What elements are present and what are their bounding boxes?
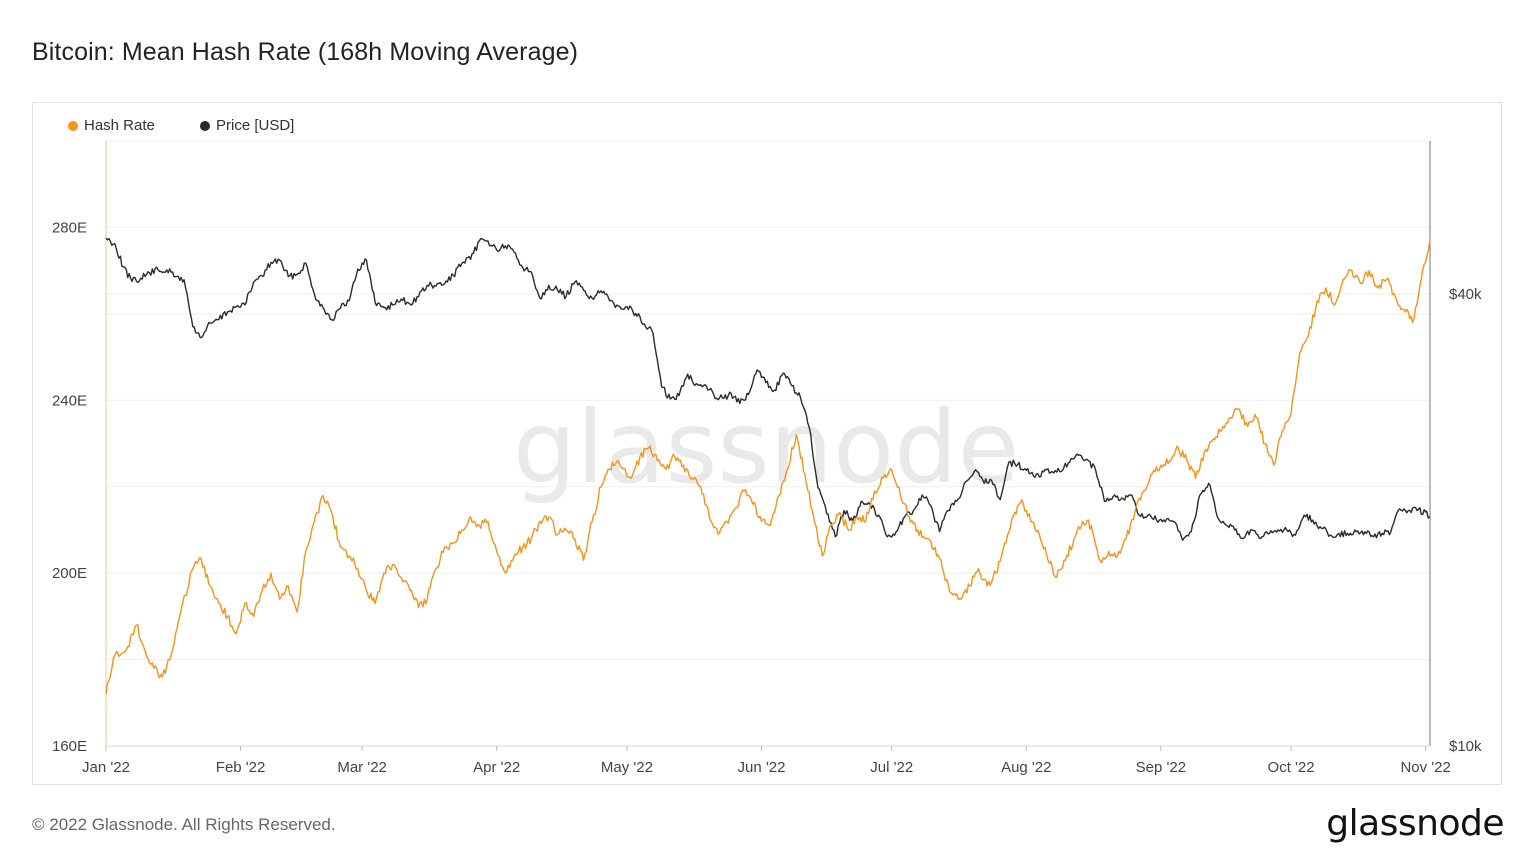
watermark-text: glassnode (513, 389, 1019, 506)
series-lines (105, 237, 1431, 695)
x-tick-label: Sep '22 (1136, 759, 1186, 776)
legend-price[interactable]: Price [USD] (200, 117, 294, 134)
grid-lines (106, 140, 1430, 747)
legend-hash-rate-dot (68, 120, 78, 131)
x-tick-label: May '22 (601, 759, 653, 776)
page-title: Bitcoin: Mean Hash Rate (168h Moving Ave… (32, 38, 579, 66)
series-price-line (105, 237, 1431, 541)
legend-price-dot (200, 120, 210, 131)
series-hash-rate-line (105, 240, 1431, 695)
x-tick-label: Jul '22 (870, 759, 913, 776)
legend-hash-rate[interactable]: Hash Rate (68, 117, 155, 134)
tick-labels: Jan '22 Feb '22 Mar '22 Apr '22 May '22 Jun '… (52, 219, 1482, 776)
x-tick-label: Nov '22 (1400, 759, 1450, 776)
x-tick-label: Feb '22 (216, 759, 266, 776)
y-left-tick-label: 160E (52, 738, 87, 755)
y-right-tick-label: $40k (1449, 286, 1482, 303)
y-left-tick-label: 240E (52, 392, 87, 409)
y-left-tick-label: 280E (52, 219, 87, 236)
copyright-footer: © 2022 Glassnode. All Rights Reserved. (32, 815, 336, 834)
x-tick-label: Mar '22 (337, 759, 387, 776)
x-tick-label: Jun '22 (738, 759, 786, 776)
y-left-tick-label: 200E (52, 565, 87, 582)
brand-logo[interactable]: glassnode (1326, 803, 1504, 844)
x-tick-label: Apr '22 (473, 759, 520, 776)
x-tick-label: Oct '22 (1268, 759, 1315, 776)
x-tick-label: Aug '22 (1001, 759, 1051, 776)
legend-hash-rate-label: Hash Rate (84, 117, 155, 134)
x-tick-label: Jan '22 (82, 759, 130, 776)
chart-frame (32, 102, 1502, 785)
legend-price-label: Price [USD] (216, 117, 295, 134)
y-right-tick-label: $10k (1449, 738, 1482, 755)
